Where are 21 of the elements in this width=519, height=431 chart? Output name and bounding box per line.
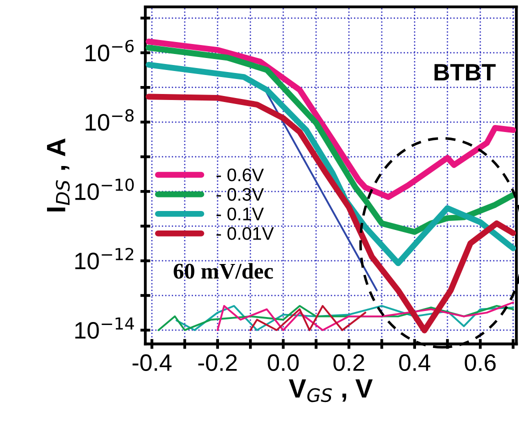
y-tick-label: 10$^{−10}$ <box>75 178 134 200</box>
annotation: 60 mV/dec <box>174 263 273 279</box>
annotation: BTBT <box>434 64 496 80</box>
legend-label: - 0.01V <box>216 227 274 240</box>
x-tick-label: -0.2 <box>198 354 237 372</box>
x-tick-label: 0.2 <box>333 354 364 372</box>
legend-label: - 0.1V <box>216 208 264 220</box>
y-tick-label: 10$^{−8}$ <box>86 109 134 131</box>
x-tick-label: 0.6 <box>464 354 496 372</box>
x-tick-label: -0.4 <box>132 354 172 372</box>
x-tick-label: 0.4 <box>399 354 430 372</box>
legend-label: - 0.3V <box>216 188 264 201</box>
line-series <box>216 302 514 332</box>
x-axis-title: V$_{GS}$ , V <box>288 379 373 402</box>
y-axis-title: I$_{DS}$ , A <box>47 138 70 212</box>
y-tick-label: 10$^{−14}$ <box>75 317 134 339</box>
x-tick-label: 0.0 <box>268 354 299 372</box>
y-tick-label: 10$^{−12}$ <box>75 248 134 270</box>
line-series <box>250 305 366 332</box>
legend-label: - 0.6V <box>216 168 264 182</box>
y-tick-label: 10$^{−6}$ <box>86 40 134 62</box>
